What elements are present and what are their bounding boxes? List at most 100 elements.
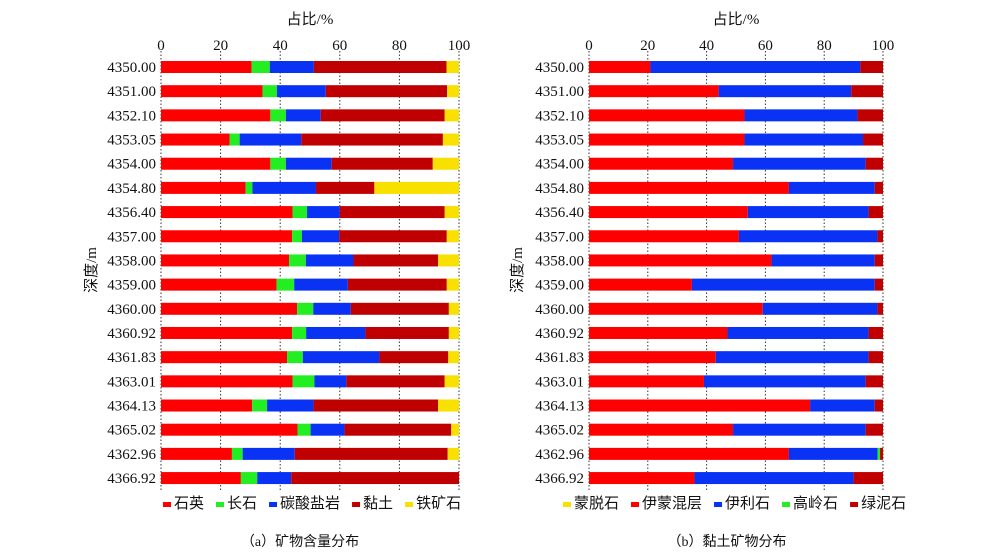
bar-segment bbox=[267, 399, 314, 412]
bar-segment bbox=[294, 447, 448, 460]
legend-swatch bbox=[782, 502, 791, 507]
bar-segment bbox=[161, 157, 271, 170]
bar-segment bbox=[874, 181, 883, 194]
bar-segment bbox=[161, 254, 290, 267]
bar-segment bbox=[762, 302, 878, 315]
bar-segment bbox=[718, 85, 852, 98]
bar-segment bbox=[589, 302, 763, 315]
bar-segment bbox=[161, 109, 271, 122]
legend-label: 铁矿石 bbox=[416, 495, 461, 512]
y-tick-label: 4360.92 bbox=[107, 326, 156, 342]
bar-segment bbox=[589, 351, 716, 364]
bar-segment bbox=[291, 472, 459, 485]
bar-segment bbox=[589, 133, 745, 146]
bar-segment bbox=[161, 133, 230, 146]
bar-segment bbox=[589, 472, 695, 485]
bar-segment bbox=[161, 206, 293, 219]
bar-segment bbox=[589, 278, 692, 291]
bar-segment bbox=[444, 109, 459, 122]
bar-segment bbox=[874, 399, 883, 412]
y-tick-label: 4358.00 bbox=[107, 253, 156, 269]
y-tick-label: 4351.00 bbox=[107, 84, 156, 100]
bar-segment bbox=[589, 423, 734, 436]
bar-segment bbox=[161, 472, 241, 485]
x-tick-label: 60 bbox=[332, 38, 347, 54]
bar-segment bbox=[442, 133, 459, 146]
bar-segment bbox=[292, 230, 302, 243]
x-tick-label: 100 bbox=[872, 38, 895, 54]
x-tick-label: 20 bbox=[640, 38, 655, 54]
bar-segment bbox=[161, 302, 298, 315]
y-tick-label: 4364.13 bbox=[107, 399, 156, 415]
y-tick-label: 4362.96 bbox=[535, 447, 584, 463]
bar-segment bbox=[240, 472, 258, 485]
y-tick-label: 4365.02 bbox=[107, 423, 156, 439]
bar-segment bbox=[297, 423, 311, 436]
y-tick-label: 4356.40 bbox=[535, 205, 584, 221]
bar-segment bbox=[432, 157, 459, 170]
bar-segment bbox=[868, 351, 883, 364]
bar-segment bbox=[733, 423, 866, 436]
bar-segment bbox=[438, 254, 459, 267]
bar-segment bbox=[313, 302, 351, 315]
bar-segment bbox=[857, 109, 883, 122]
bar-segment bbox=[346, 375, 445, 388]
y-tick-label: 4354.80 bbox=[535, 181, 584, 197]
legend-swatch bbox=[631, 502, 640, 507]
legend-swatch bbox=[269, 502, 278, 507]
y-tick-label: 4350.00 bbox=[535, 60, 584, 76]
bar-segment bbox=[448, 302, 459, 315]
bar-segment bbox=[589, 157, 734, 170]
bar-segment bbox=[589, 375, 704, 388]
y-tick-label: 4360.00 bbox=[535, 302, 584, 318]
bar-segment bbox=[589, 326, 728, 339]
bar-segment bbox=[306, 326, 366, 339]
bar-segment bbox=[589, 85, 719, 98]
y-tick-label: 4366.92 bbox=[107, 471, 156, 487]
bar-segment bbox=[292, 375, 315, 388]
y-tick-label: 4360.00 bbox=[107, 302, 156, 318]
bar-segment bbox=[589, 447, 789, 460]
bar-segment bbox=[285, 109, 321, 122]
panel-a-y-axis-title: 深度/m bbox=[83, 247, 100, 293]
bar-segment bbox=[374, 181, 459, 194]
y-tick-label: 4364.13 bbox=[535, 399, 584, 415]
x-tick-label: 40 bbox=[699, 38, 714, 54]
bar-segment bbox=[744, 109, 858, 122]
bar-segment bbox=[877, 302, 883, 315]
bar-segment bbox=[313, 399, 439, 412]
panel-b-y-axis-title: 深度/m bbox=[509, 247, 526, 293]
bar-segment bbox=[287, 351, 303, 364]
bar-segment bbox=[877, 230, 883, 243]
x-tick-label: 40 bbox=[273, 38, 288, 54]
y-tick-label: 4352.10 bbox=[107, 108, 156, 124]
bar-segment bbox=[365, 326, 449, 339]
bar-segment bbox=[161, 85, 263, 98]
bar-segment bbox=[344, 423, 452, 436]
bar-segment bbox=[315, 181, 375, 194]
bar-segment bbox=[589, 181, 789, 194]
bar-segment bbox=[161, 181, 246, 194]
bar-segment bbox=[262, 85, 277, 98]
panel-b-clay-minerals: 占比/% 0 20 40 60 80 100 4350.004351.004352.104… bbox=[509, 11, 906, 550]
panel-a-legend: 石英 长石 碳酸盐岩 黏土 铁矿石 bbox=[163, 494, 461, 512]
legend-label: 绿泥石 bbox=[861, 495, 906, 512]
bar-segment bbox=[270, 109, 286, 122]
legend-label: 长石 bbox=[227, 495, 257, 512]
bar-segment bbox=[325, 85, 448, 98]
bar-segment bbox=[589, 206, 748, 219]
y-tick-label: 4354.00 bbox=[107, 157, 156, 173]
bar-segment bbox=[444, 375, 459, 388]
y-tick-label: 4360.92 bbox=[535, 326, 584, 342]
y-tick-label: 4357.00 bbox=[535, 229, 584, 245]
bar-segment bbox=[285, 157, 332, 170]
bar-segment bbox=[270, 157, 286, 170]
bar-segment bbox=[301, 230, 340, 243]
legend-label: 蒙脱石 bbox=[574, 495, 619, 512]
y-tick-label: 4359.00 bbox=[535, 278, 584, 294]
bar-segment bbox=[874, 278, 883, 291]
bar-segment bbox=[853, 472, 883, 485]
panel-b-x-ticks: 0 20 40 60 80 100 bbox=[585, 38, 894, 54]
legend-label: 碳酸盐岩 bbox=[280, 495, 340, 512]
bar-segment bbox=[865, 375, 883, 388]
